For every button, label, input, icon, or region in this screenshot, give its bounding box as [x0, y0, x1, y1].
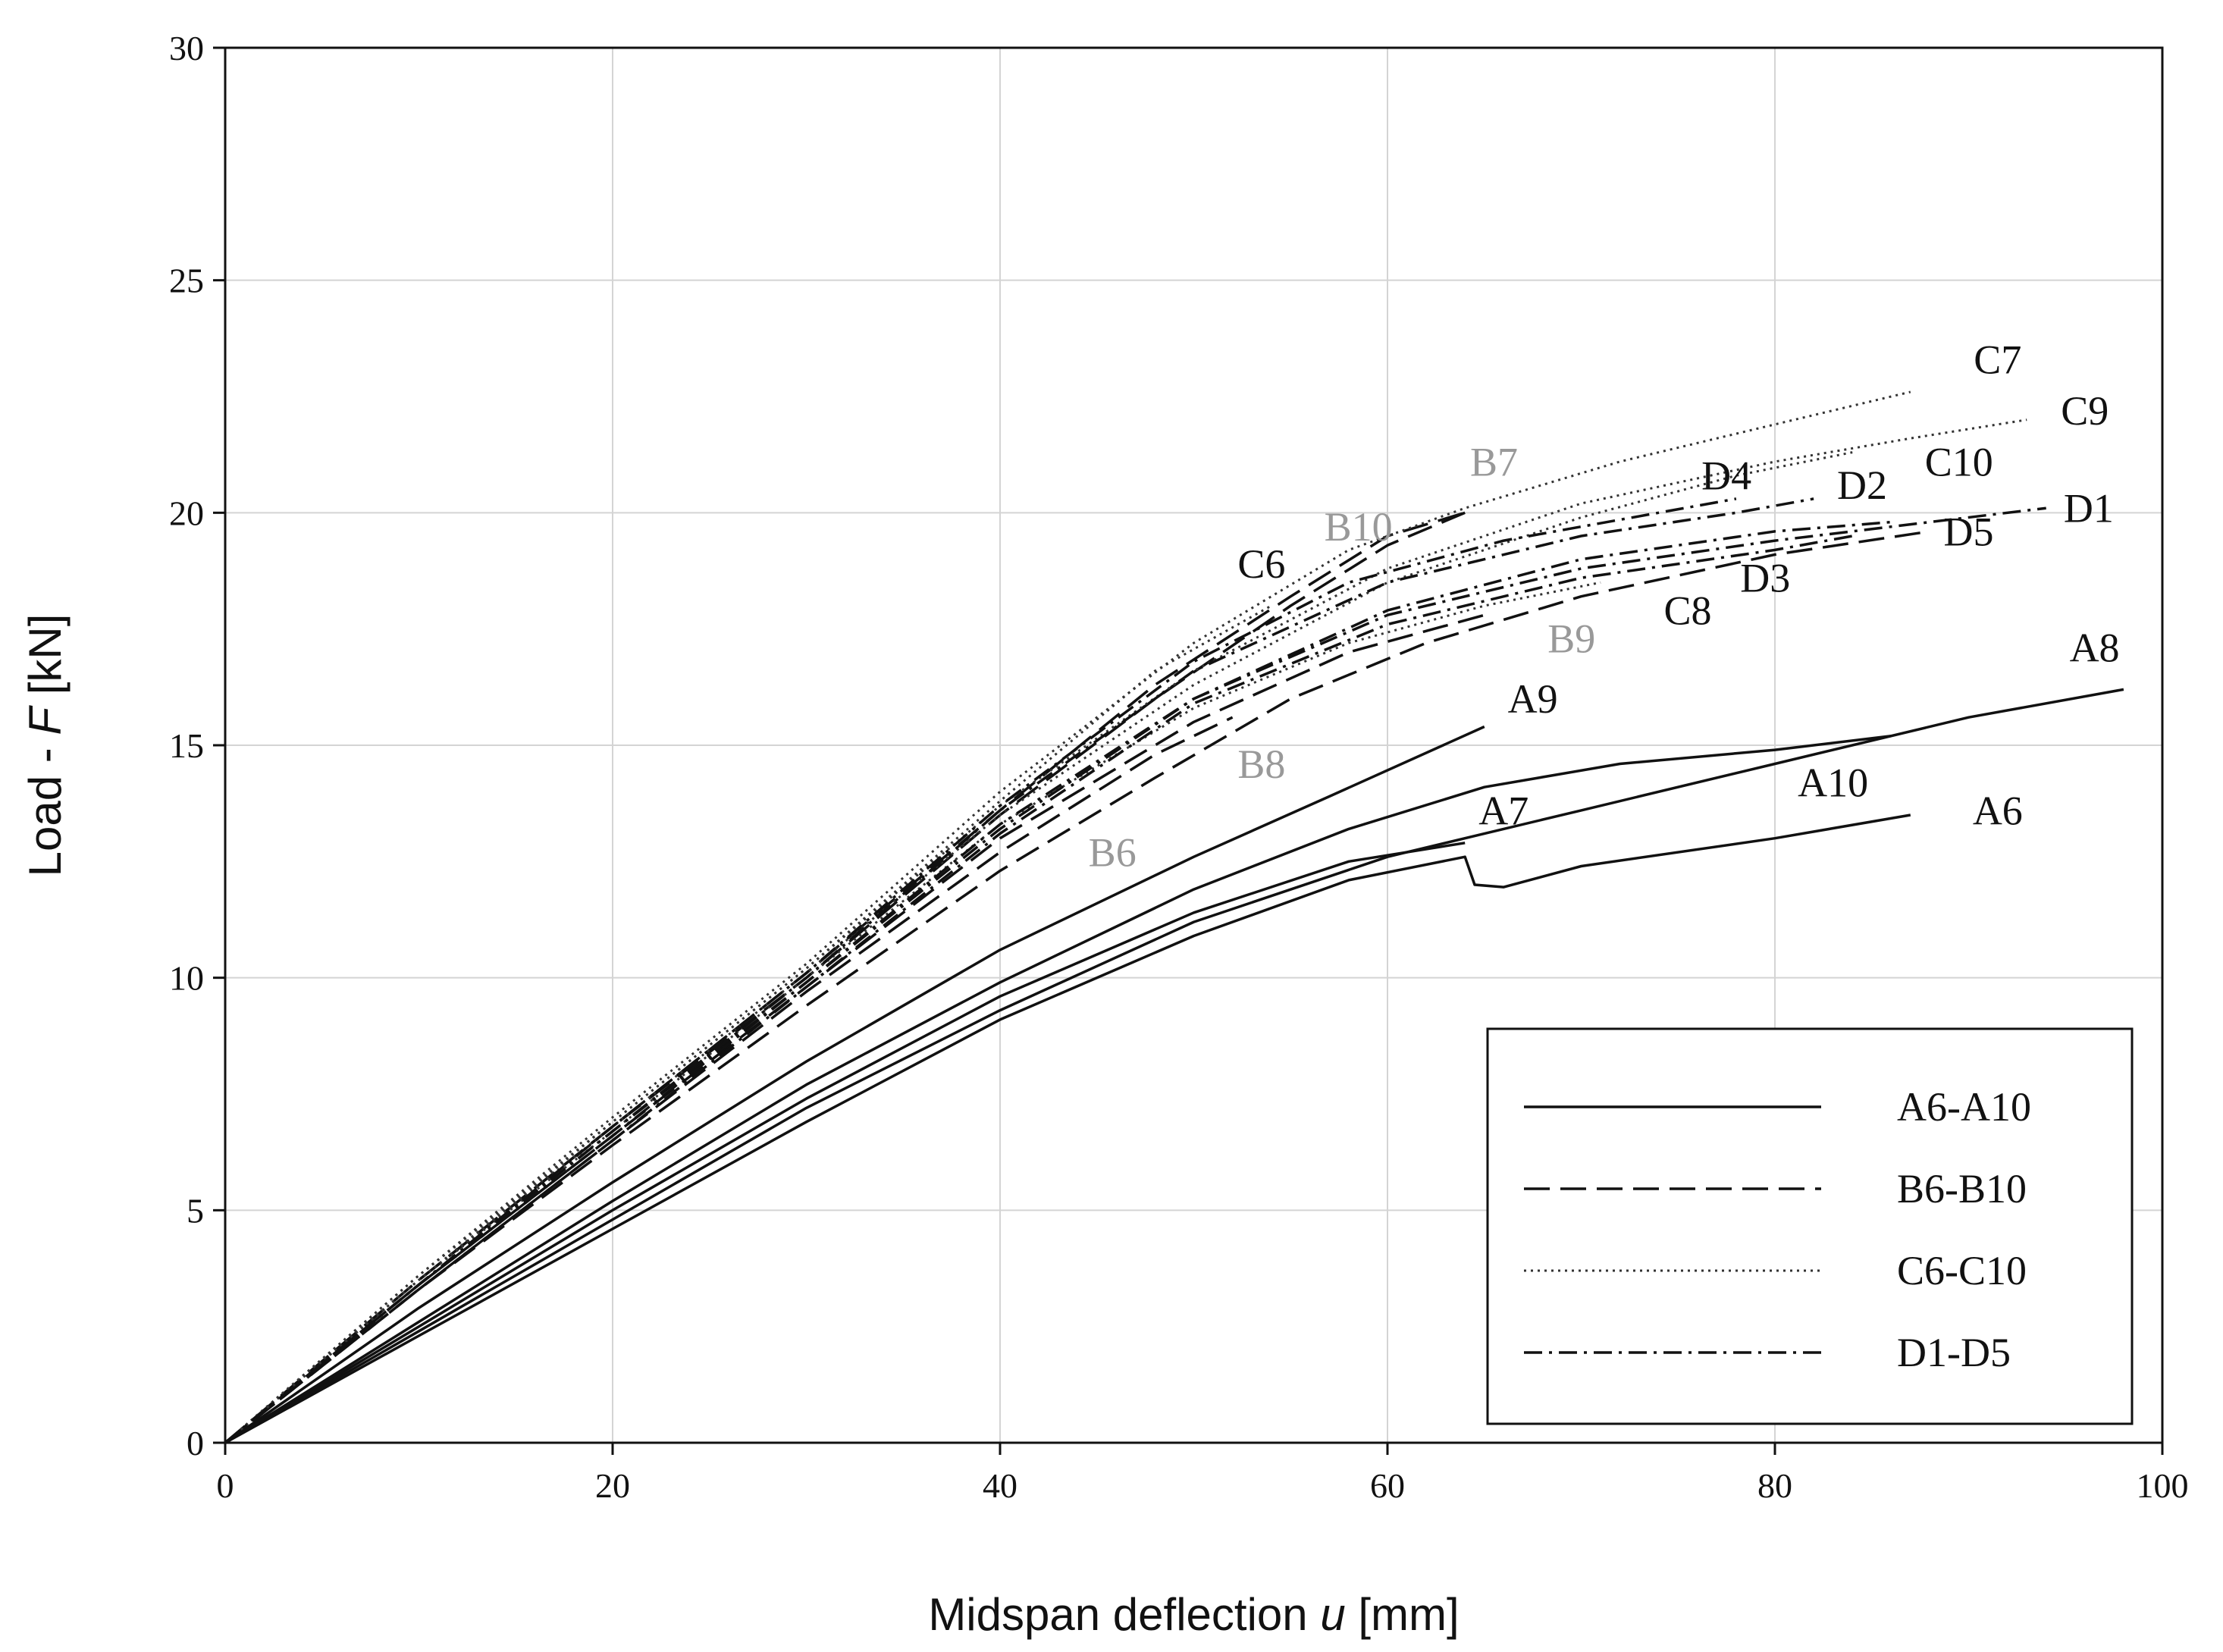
x-tick-label: 100 — [2137, 1466, 2189, 1505]
series-c7 — [224, 390, 1911, 1444]
y-tick-label: 5 — [187, 1191, 204, 1230]
series-d4 — [224, 497, 1737, 1444]
legend-label: D1-D5 — [1897, 1330, 2011, 1375]
series-d3 — [224, 534, 1853, 1444]
x-axis-title: Midspan deflection u [mm] — [928, 1589, 1459, 1640]
curve-label-b6: B6 — [1089, 829, 1137, 875]
series-a7 — [224, 842, 1466, 1444]
legend-box — [1486, 1027, 2134, 1425]
curve-label-c7: C7 — [1974, 337, 2021, 382]
curve-label-a6: A6 — [1973, 788, 2023, 833]
curve-label-c8: C8 — [1664, 588, 1712, 634]
axis-ticks: 0 20 40 60 80 100 0 5 10 15 20 25 30 — [169, 29, 2189, 1505]
y-tick-label: 10 — [169, 959, 204, 998]
curve-label-b8: B8 — [1237, 741, 1285, 787]
curve-label-b9: B9 — [1547, 616, 1595, 661]
series-a9 — [224, 725, 1485, 1444]
y-tick-label: 15 — [169, 726, 204, 765]
x-tick-label: 0 — [217, 1466, 234, 1505]
curve-label-c9: C9 — [2061, 388, 2109, 434]
legend: A6-A10 B6-B10 C6-C10 D1-D5 — [1486, 1027, 2134, 1425]
curve-label-b10: B10 — [1325, 504, 1393, 550]
curve-label-a10: A10 — [1798, 760, 1868, 805]
curve-label-d4: D4 — [1701, 453, 1751, 499]
y-axis-title: Load - F [kN] — [20, 614, 71, 877]
curve-label-d2: D2 — [1837, 462, 1887, 508]
series-a6 — [224, 813, 1911, 1444]
series-b8 — [224, 716, 1234, 1444]
curve-label-c6: C6 — [1237, 541, 1285, 587]
series-a8 — [224, 688, 2124, 1444]
series-d2 — [224, 497, 1814, 1444]
series-a10 — [224, 734, 1892, 1444]
x-tick-label: 20 — [595, 1466, 630, 1505]
series-group — [224, 390, 2124, 1444]
curve-label-d1: D1 — [2064, 486, 2114, 531]
curve-label-d5: D5 — [1944, 509, 1994, 554]
curve-label-d3: D3 — [1740, 556, 1790, 601]
y-tick-label: 30 — [169, 29, 204, 67]
legend-label: C6-C10 — [1897, 1248, 2027, 1293]
curve-labels: A6 A7 A8 A9 A10 B6 B7 B8 B9 B10 C6 C7 C8 C9 C10 D1 D2 D3 D… — [1089, 337, 2120, 875]
y-tick-label: 0 — [187, 1424, 204, 1462]
legend-label: B6-B10 — [1897, 1166, 2027, 1212]
curve-label-b7: B7 — [1470, 439, 1518, 484]
legend-label: A6-A10 — [1897, 1084, 2031, 1130]
series-c6 — [224, 604, 1272, 1444]
series-b6 — [224, 530, 1930, 1444]
curve-label-a8: A8 — [2070, 625, 2120, 671]
series-b9 — [224, 613, 1485, 1444]
curve-label-a9: A9 — [1508, 676, 1558, 722]
y-tick-label: 20 — [169, 494, 204, 532]
x-tick-label: 80 — [1757, 1466, 1792, 1505]
curve-label-a7: A7 — [1478, 788, 1529, 833]
y-tick-label: 25 — [169, 262, 204, 300]
x-tick-label: 60 — [1370, 1466, 1405, 1505]
series-c10 — [224, 451, 1853, 1444]
curve-label-c10: C10 — [1925, 439, 1993, 484]
gridlines — [225, 48, 2162, 1443]
x-tick-label: 40 — [983, 1466, 1017, 1505]
